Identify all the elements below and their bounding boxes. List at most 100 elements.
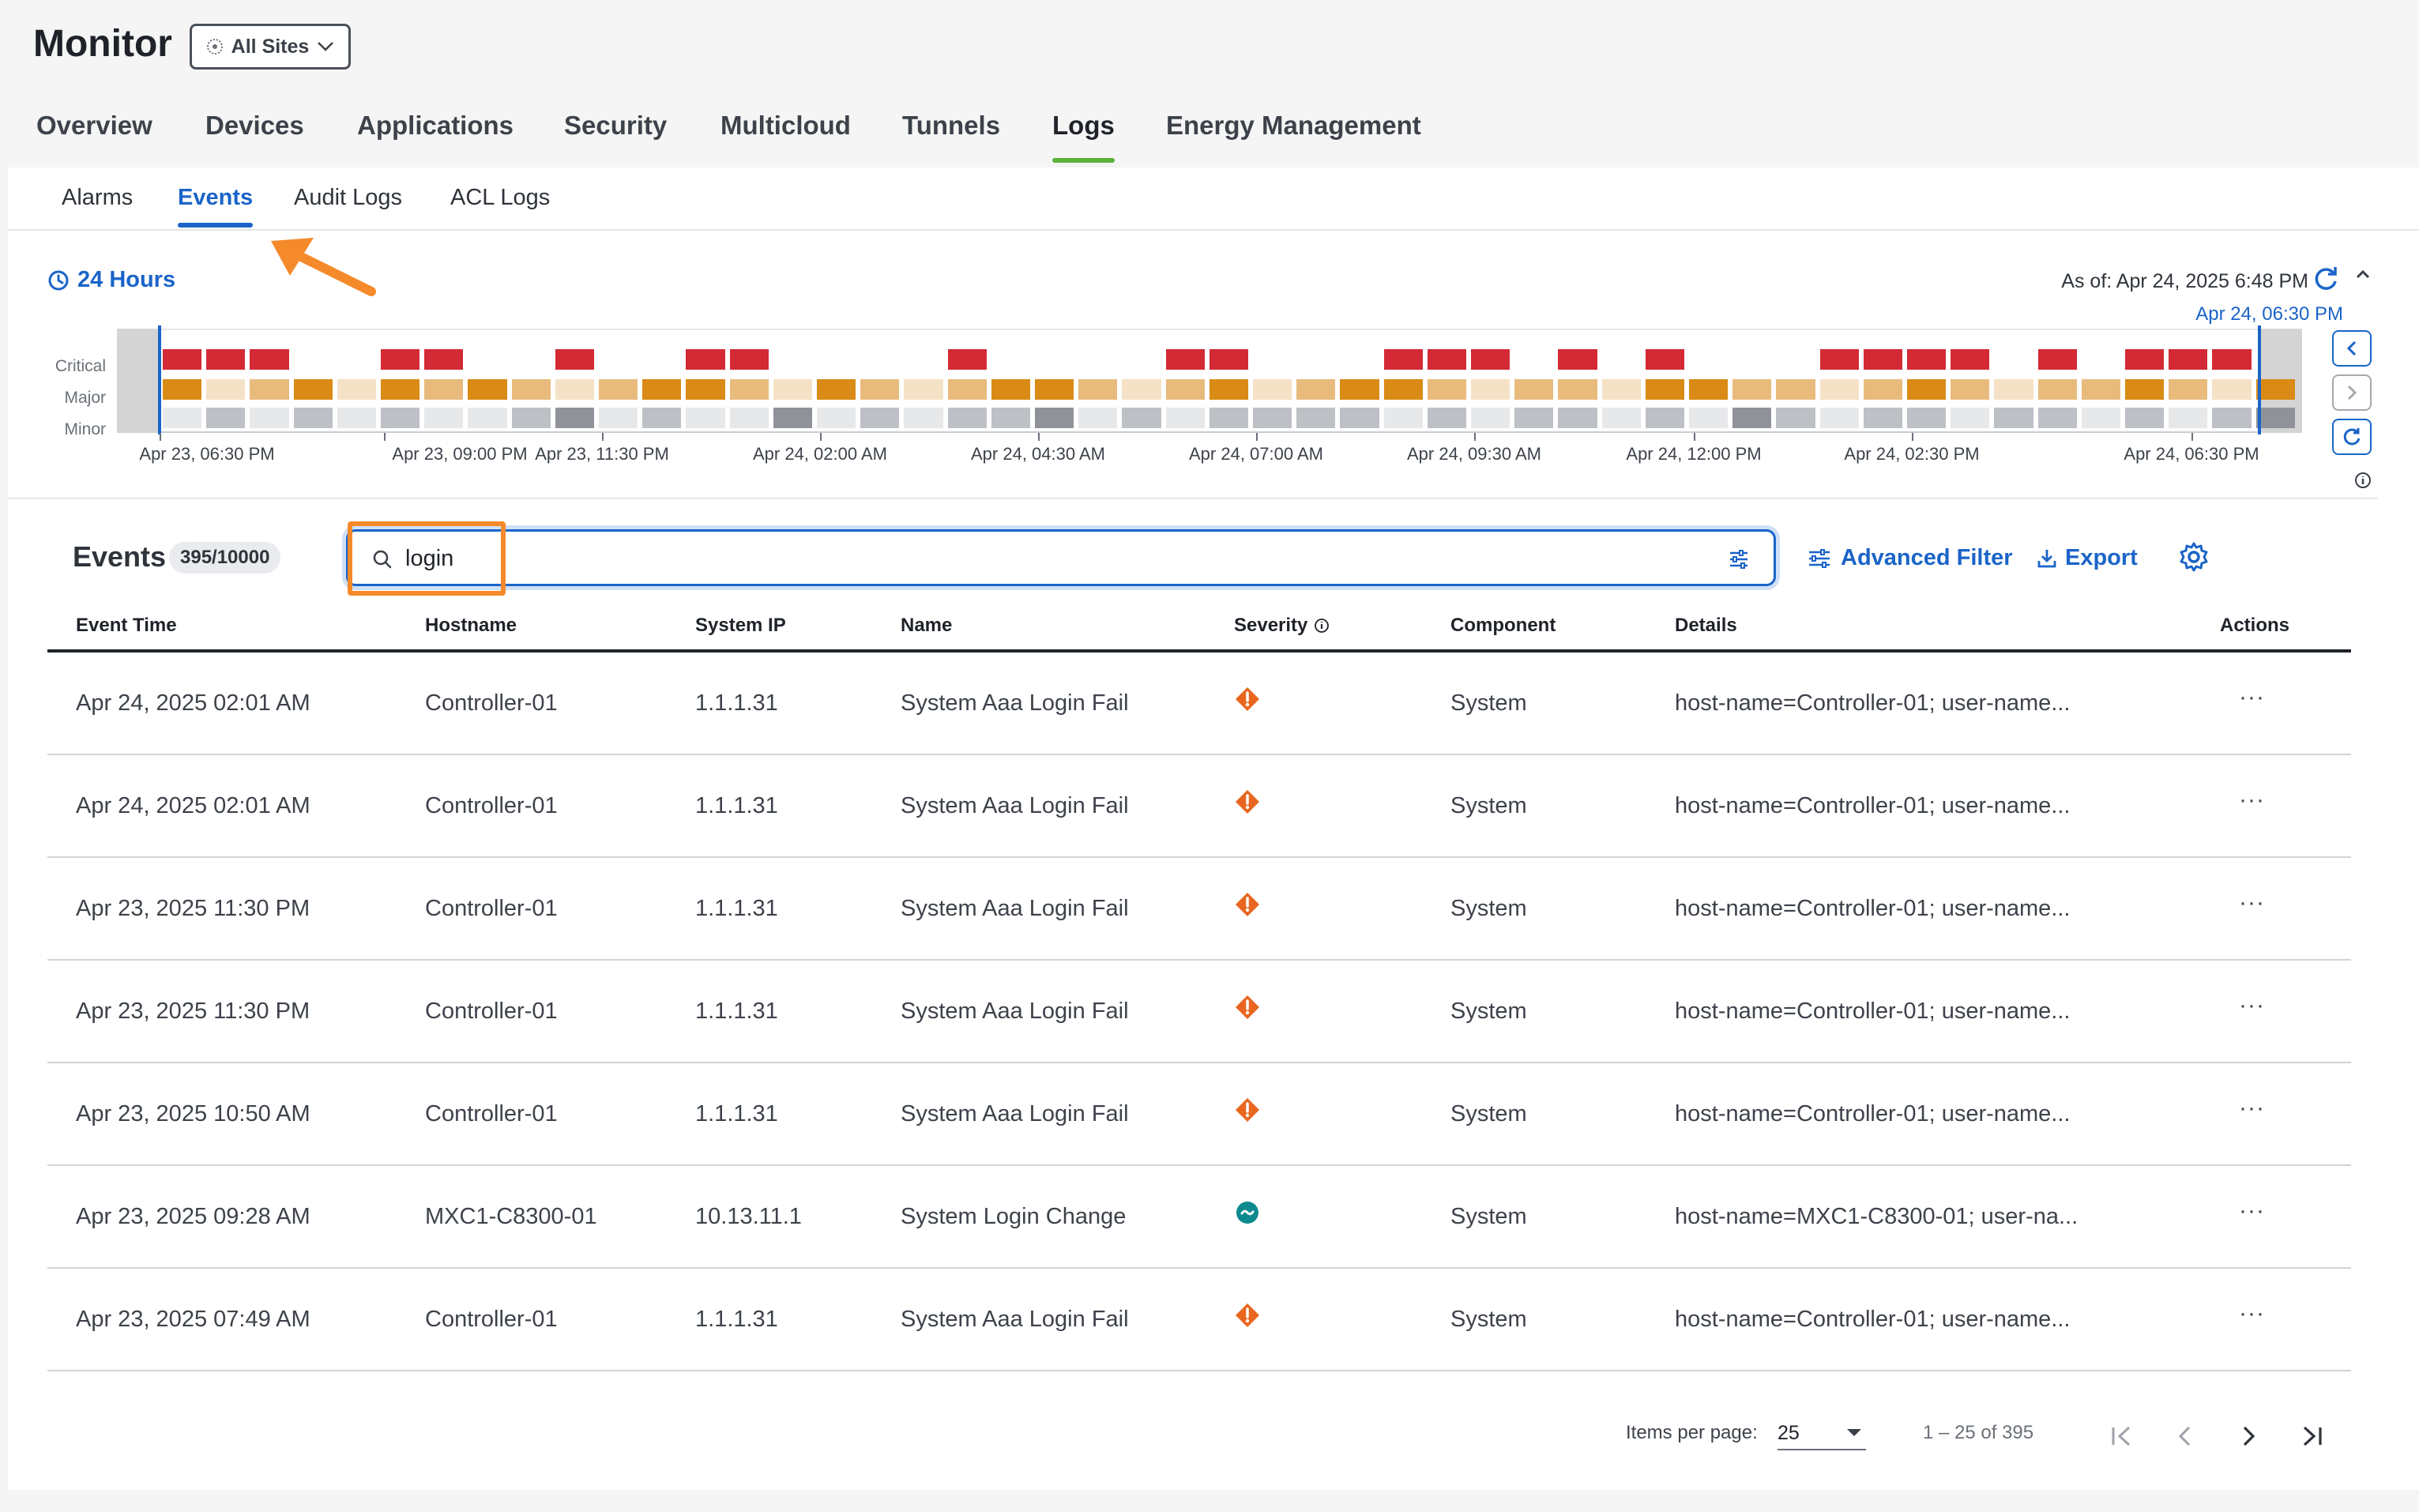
timeline-cell-minor[interactable] — [1994, 408, 2033, 428]
timeline-cell-major[interactable] — [250, 379, 289, 400]
timeline-cell-major[interactable] — [904, 379, 943, 400]
timeline-cell-minor[interactable] — [1340, 408, 1379, 428]
timeline-cell-major[interactable] — [947, 379, 987, 400]
timeline-cell-major[interactable] — [424, 379, 464, 400]
timeline-cell-major[interactable] — [1994, 379, 2033, 400]
timeline-cell-major[interactable] — [1035, 379, 1074, 400]
timeline-cell-critical[interactable] — [1427, 349, 1466, 370]
timeline-cell-major[interactable] — [1863, 379, 1902, 400]
timeline-cell-major[interactable] — [2125, 379, 2165, 400]
tab-applications[interactable]: Applications — [357, 111, 514, 140]
timeline-cell-major[interactable] — [1209, 379, 1248, 400]
col-hostname[interactable]: Hostname — [425, 615, 517, 636]
timeline-cell-major[interactable] — [381, 379, 420, 400]
timeline-cell-major[interactable] — [599, 379, 638, 400]
col-component[interactable]: Component — [1450, 615, 1556, 636]
table-row[interactable]: Apr 23, 2025 11:30 PM Controller-01 1.1.1.… — [47, 961, 2351, 1063]
table-row[interactable]: Apr 23, 2025 09:28 AM MXC1-C8300-01 10.13.… — [47, 1166, 2351, 1269]
timeline-cell-critical[interactable] — [1165, 349, 1205, 370]
timeline-cell-major[interactable] — [1558, 379, 1597, 400]
timeline-cell-minor[interactable] — [424, 408, 464, 428]
timeline-cell-minor[interactable] — [1383, 408, 1423, 428]
timeline-cell-minor[interactable] — [642, 408, 682, 428]
timeline-cell-major[interactable] — [1951, 379, 1990, 400]
timeline-cell-minor[interactable] — [2169, 408, 2208, 428]
search-field[interactable] — [346, 529, 1776, 586]
timeline-cell-major[interactable] — [1078, 379, 1118, 400]
timeline-cell-minor[interactable] — [1558, 408, 1597, 428]
timeline-cell-minor[interactable] — [206, 408, 246, 428]
timeline-cell-minor[interactable] — [1907, 408, 1947, 428]
timeline-cell-minor[interactable] — [2037, 408, 2077, 428]
timeline-cell-major[interactable] — [1340, 379, 1379, 400]
timeline-cell-minor[interactable] — [1645, 408, 1684, 428]
timeline-cell-minor[interactable] — [817, 408, 856, 428]
site-selector[interactable]: All Sites — [190, 24, 351, 70]
last-page-button[interactable] — [2289, 1414, 2334, 1458]
tab-overview[interactable]: Overview — [36, 111, 152, 140]
refresh-icon[interactable] — [2312, 264, 2340, 292]
timeline-cell-major[interactable] — [1514, 379, 1554, 400]
table-row[interactable]: Apr 23, 2025 10:50 AM Controller-01 1.1.1.… — [47, 1063, 2351, 1166]
timeline-cell-major[interactable] — [991, 379, 1030, 400]
advanced-filter-button[interactable]: Advanced Filter — [1808, 545, 2013, 571]
next-page-button[interactable] — [2226, 1414, 2270, 1458]
export-button[interactable]: Export — [2037, 545, 2138, 571]
timeline-cell-minor[interactable] — [1035, 408, 1074, 428]
timeline-cell-minor[interactable] — [1732, 408, 1772, 428]
timeline-handle-left[interactable] — [158, 325, 161, 434]
timeline-cell-minor[interactable] — [1689, 408, 1729, 428]
timeline-cell-minor[interactable] — [381, 408, 420, 428]
timeline-cell-critical[interactable] — [250, 349, 289, 370]
col-name[interactable]: Name — [901, 615, 953, 636]
timeline-cell-major[interactable] — [729, 379, 769, 400]
timeline-cell-major[interactable] — [163, 379, 202, 400]
timeline-cell-minor[interactable] — [1776, 408, 1815, 428]
items-per-page-select[interactable]: 25 — [1778, 1414, 1866, 1450]
timeline-cell-minor[interactable] — [2125, 408, 2165, 428]
subtab-acl-logs[interactable]: ACL Logs — [450, 185, 551, 210]
timeline-cell-major[interactable] — [2169, 379, 2208, 400]
first-page-button[interactable] — [2100, 1414, 2144, 1458]
timeline-cell-minor[interactable] — [2255, 408, 2295, 428]
tab-tunnels[interactable]: Tunnels — [902, 111, 1001, 140]
timeline-cell-minor[interactable] — [904, 408, 943, 428]
timeline-cell-minor[interactable] — [686, 408, 725, 428]
timeline-cell-minor[interactable] — [1601, 408, 1641, 428]
row-actions-menu[interactable]: ··· — [2239, 1300, 2265, 1326]
timeline-cell-critical[interactable] — [2169, 349, 2208, 370]
timeline-cell-major[interactable] — [2255, 379, 2295, 400]
timeline-cell-critical[interactable] — [1558, 349, 1597, 370]
timeline-cell-major[interactable] — [1907, 379, 1947, 400]
tab-multicloud[interactable]: Multicloud — [720, 111, 851, 140]
timeline-cell-major[interactable] — [1732, 379, 1772, 400]
subtab-alarms[interactable]: Alarms — [62, 185, 134, 210]
time-range-selector[interactable]: 24 Hours — [47, 267, 175, 293]
table-row[interactable]: Apr 24, 2025 02:01 AM Controller-01 1.1.1.… — [47, 755, 2351, 858]
timeline-cell-major[interactable] — [206, 379, 246, 400]
timeline-cell-critical[interactable] — [1819, 349, 1859, 370]
timeline-cell-minor[interactable] — [1951, 408, 1990, 428]
timeline-cell-critical[interactable] — [1645, 349, 1684, 370]
event-timeline-chart[interactable] — [117, 325, 2302, 434]
timeline-cell-major[interactable] — [860, 379, 900, 400]
tab-security[interactable]: Security — [564, 111, 668, 140]
timeline-cell-major[interactable] — [2212, 379, 2252, 400]
timeline-handle-right[interactable] — [2258, 325, 2261, 434]
timeline-cell-major[interactable] — [1383, 379, 1423, 400]
timeline-cell-minor[interactable] — [1296, 408, 1336, 428]
gear-icon[interactable] — [2177, 540, 2210, 574]
timeline-cell-critical[interactable] — [1471, 349, 1510, 370]
timeline-cell-minor[interactable] — [293, 408, 333, 428]
timeline-cell-critical[interactable] — [163, 349, 202, 370]
timeline-cell-major[interactable] — [1645, 379, 1684, 400]
search-input[interactable] — [405, 540, 1669, 577]
info-icon[interactable] — [2354, 472, 2372, 489]
timeline-cell-minor[interactable] — [1471, 408, 1510, 428]
col-system-ip[interactable]: System IP — [695, 615, 786, 636]
timeline-cell-minor[interactable] — [991, 408, 1030, 428]
timeline-cell-critical[interactable] — [206, 349, 246, 370]
timeline-cell-major[interactable] — [1689, 379, 1729, 400]
prev-page-button[interactable] — [2163, 1414, 2207, 1458]
row-actions-menu[interactable]: ··· — [2239, 1198, 2265, 1224]
